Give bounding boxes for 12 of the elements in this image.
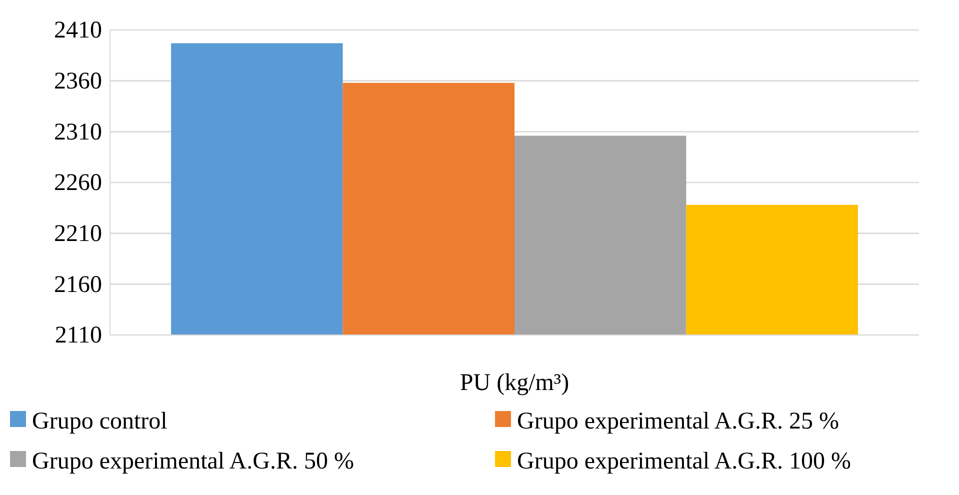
y-tick-label: 2360 <box>54 68 102 95</box>
y-tick-label: 2260 <box>54 170 102 196</box>
legend-label: Grupo control <box>32 408 168 434</box>
y-tick-label: 2410 <box>54 18 102 44</box>
y-tick-label: 2210 <box>54 221 102 248</box>
legend-label: Grupo experimental A.G.R. 100 % <box>517 448 851 474</box>
legend-label: Grupo experimental A.G.R. 25 % <box>517 408 839 434</box>
y-tick-label: 2160 <box>54 272 102 298</box>
y-tick-label: 2110 <box>54 322 102 349</box>
x-tick-label: PU (kg/m³) <box>460 370 570 396</box>
legend-label: Grupo experimental A.G.R. 50 % <box>32 448 354 474</box>
y-tick-label: 2310 <box>54 119 102 146</box>
